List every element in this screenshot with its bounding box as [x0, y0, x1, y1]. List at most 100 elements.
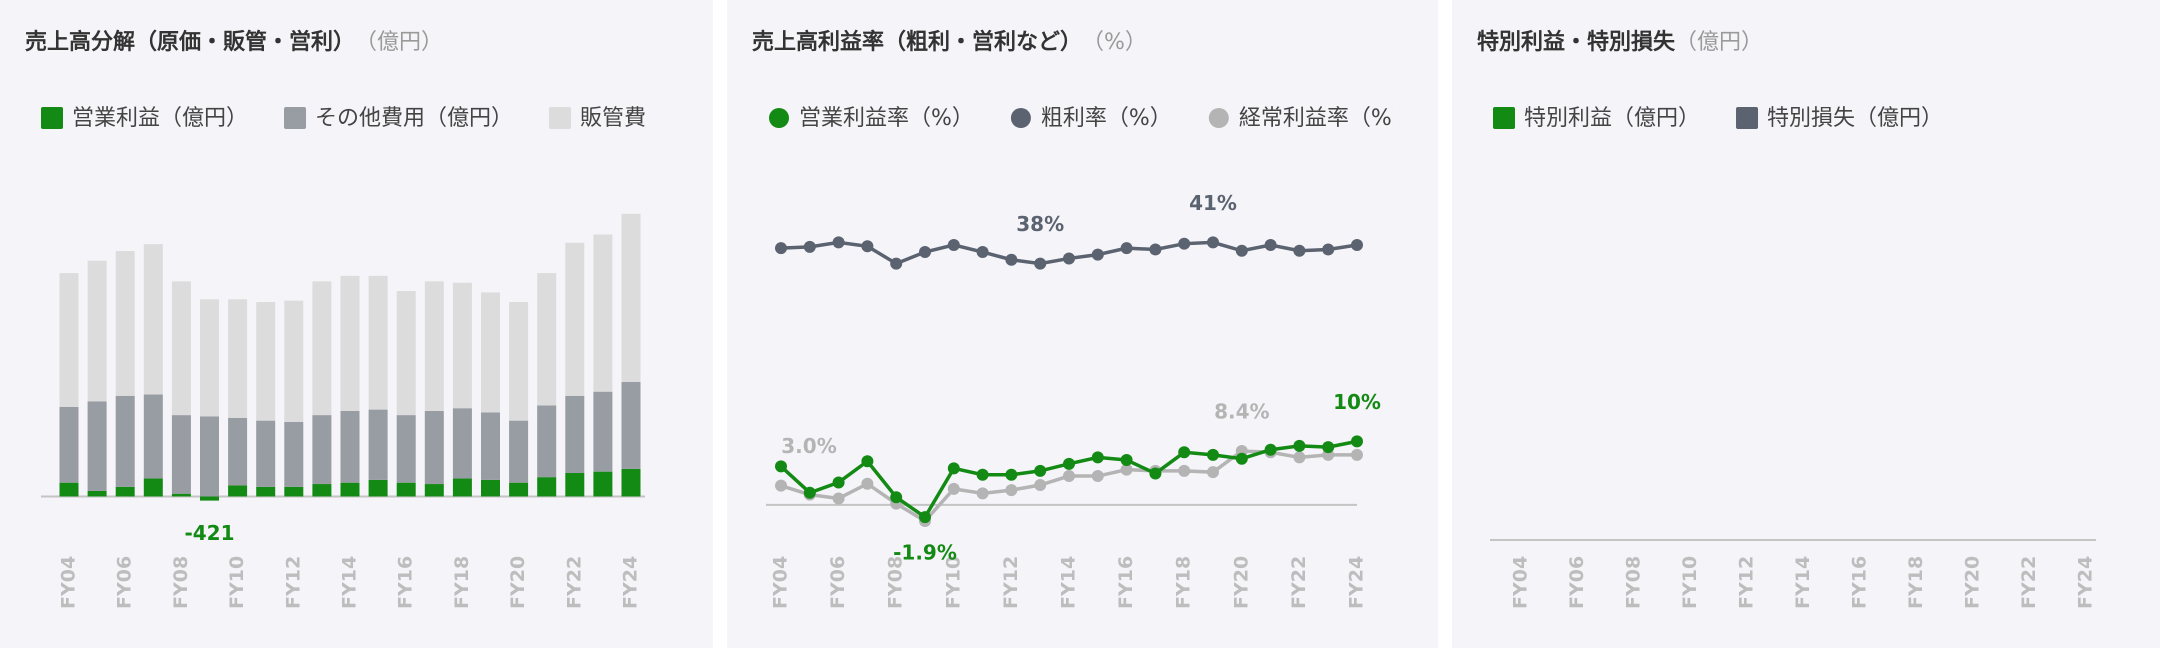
point	[1178, 464, 1191, 477]
point	[947, 462, 960, 475]
point	[1005, 468, 1018, 481]
bar	[621, 468, 641, 497]
point	[1178, 446, 1191, 459]
point	[775, 460, 787, 473]
point	[1207, 448, 1219, 461]
bar	[509, 420, 529, 483]
bar	[621, 213, 641, 383]
x-tick-label: FY12	[282, 556, 304, 609]
x-tick-label: FY14	[1792, 556, 1814, 609]
legend-marker	[41, 107, 63, 129]
bar	[284, 300, 304, 422]
x-tick-label: FY16	[395, 556, 417, 609]
point	[1091, 248, 1104, 261]
x-tick-label: FY08	[885, 556, 907, 609]
legend-marker	[1736, 107, 1759, 129]
legend-label: 営業利益（億円）	[72, 106, 248, 131]
bar	[537, 405, 557, 478]
point	[775, 479, 787, 492]
bar	[537, 273, 557, 406]
bar	[593, 234, 613, 392]
bar	[481, 292, 500, 413]
legend-label: 営業利益率（%）	[799, 106, 974, 131]
bar	[396, 482, 416, 497]
x-tick-label: FY20	[1962, 556, 1984, 609]
value-label: 8.4%	[1214, 399, 1269, 423]
bar	[143, 394, 163, 479]
point	[861, 477, 874, 490]
legend-marker	[1493, 107, 1515, 129]
value-label: 41%	[1189, 191, 1237, 215]
value-label: -1.9%	[893, 541, 957, 565]
point	[861, 455, 874, 468]
point	[775, 242, 787, 255]
bar	[228, 417, 248, 486]
bar	[59, 482, 79, 497]
bar	[565, 473, 585, 497]
point	[1091, 451, 1104, 464]
point	[919, 246, 931, 259]
bar	[59, 406, 79, 483]
legend-label: 粗利率（%）	[1041, 106, 1172, 131]
point	[976, 487, 989, 500]
x-tick-label: FY06	[827, 556, 849, 609]
x-tick-label: FY18	[1173, 556, 1195, 609]
bar	[87, 401, 107, 491]
bar	[340, 275, 360, 411]
chart-title: 特別利益・特別損失	[1477, 29, 1676, 55]
x-tick-label: FY14	[339, 556, 361, 609]
point	[832, 492, 845, 505]
point	[947, 482, 960, 495]
point	[1207, 236, 1219, 249]
x-tick-label: FY18	[451, 556, 473, 609]
legend: 特別利益（億円） 特別損失（億円）	[1493, 106, 1943, 131]
bar	[115, 395, 135, 487]
bar	[452, 478, 472, 497]
point	[1235, 452, 1248, 465]
point	[890, 491, 903, 504]
bar	[200, 299, 219, 417]
bar	[396, 291, 416, 416]
point	[919, 511, 931, 524]
point	[861, 240, 874, 253]
chart-unit: （億円）	[355, 30, 443, 55]
point	[976, 468, 989, 481]
bar	[59, 273, 79, 407]
x-tick-label: FY10	[1679, 556, 1701, 609]
legend-label: 特別損失（億円）	[1767, 106, 1943, 131]
bar	[171, 415, 191, 494]
bar	[424, 484, 444, 497]
x-tick-label: FY12	[1736, 556, 1758, 609]
x-tick-label: FY08	[170, 556, 192, 609]
point	[1264, 238, 1277, 251]
bar	[593, 391, 613, 472]
x-tick-label: FY24	[2075, 556, 2097, 609]
legend: 営業利益率（%） 粗利率（%） 経常利益率（%）	[769, 106, 1393, 131]
bar	[396, 415, 416, 483]
point	[832, 476, 845, 489]
bar	[256, 302, 276, 421]
point	[1351, 448, 1363, 461]
panel	[1452, 0, 2160, 648]
point	[890, 257, 903, 270]
bar	[368, 479, 388, 497]
bar	[481, 479, 500, 497]
bar	[452, 282, 472, 409]
point	[1005, 484, 1018, 497]
bar	[312, 415, 332, 485]
point	[1120, 463, 1133, 476]
point	[1293, 451, 1306, 464]
x-tick-label: FY14	[1058, 556, 1080, 609]
legend-marker	[769, 108, 789, 128]
point	[1063, 457, 1075, 470]
x-tick-label: FY06	[114, 556, 136, 609]
x-tick-label: FY22	[2018, 556, 2040, 609]
point	[1063, 470, 1075, 483]
bar	[143, 478, 163, 497]
point	[1351, 238, 1363, 251]
bar	[284, 486, 304, 497]
bar	[565, 242, 585, 396]
point	[1034, 464, 1047, 477]
bar	[537, 477, 557, 497]
